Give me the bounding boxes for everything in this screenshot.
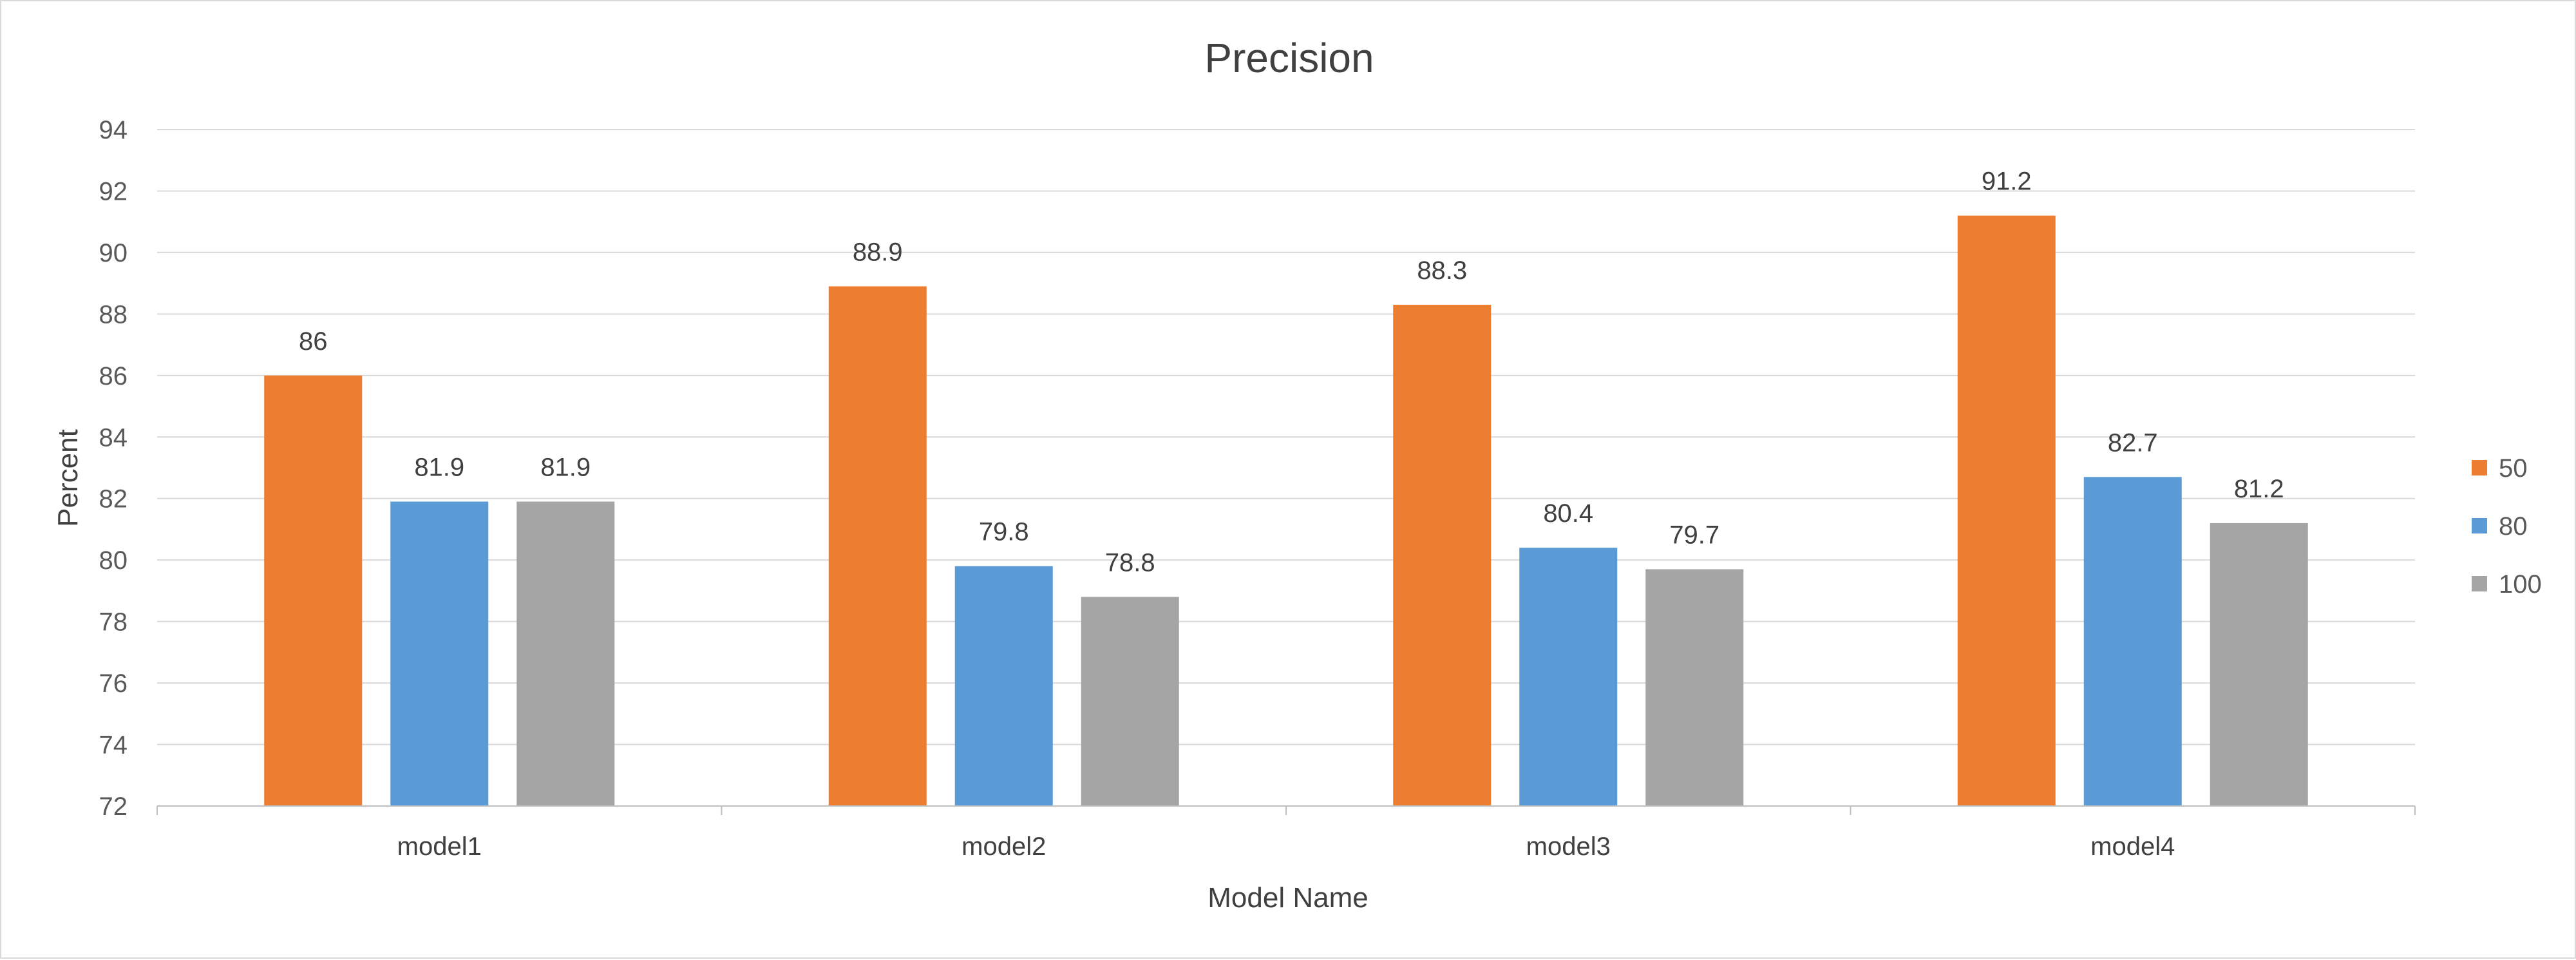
bar-100-model3: [1645, 569, 1744, 806]
data-label: 79.7: [1669, 521, 1719, 550]
data-label: 79.8: [979, 518, 1029, 546]
data-label: 81.2: [2234, 475, 2284, 503]
gridlines: [157, 129, 2415, 745]
y-tick-label: 76: [99, 669, 128, 698]
bar-100-model1: [516, 501, 615, 806]
y-tick-label: 86: [99, 362, 128, 390]
data-label: 86: [299, 327, 328, 356]
x-tick-label: model4: [2090, 832, 2175, 861]
legend-label: 80: [2499, 512, 2528, 541]
y-tick-label: 88: [99, 300, 128, 329]
bar-50-model4: [1957, 215, 2056, 806]
data-label: 78.8: [1105, 548, 1155, 577]
legend-label: 100: [2499, 570, 2542, 599]
bar-80-model4: [2083, 477, 2182, 806]
data-label: 81.9: [414, 454, 464, 482]
legend-swatch: [2472, 576, 2487, 591]
data-label: 91.2: [1982, 168, 2032, 196]
bar-50-model3: [1393, 305, 1492, 807]
x-tick-label: model2: [961, 832, 1046, 861]
data-label: 82.7: [2108, 428, 2158, 457]
bar-50-model1: [264, 375, 363, 806]
legend: 50 80 100: [2472, 454, 2542, 599]
bar-100-model2: [1081, 597, 1179, 806]
y-tick-label: 84: [99, 423, 128, 452]
bar-80-model3: [1519, 548, 1618, 806]
bar-80-model1: [390, 501, 489, 806]
legend-label: 50: [2499, 454, 2528, 483]
bar-50-model2: [828, 286, 927, 807]
x-tick-label: model1: [397, 832, 482, 861]
data-labels: 86 81.9 81.9 88.9 79.8 78.8 88.3 80.4 79.7 91.2 82…: [299, 168, 2284, 577]
y-tick-label: 78: [99, 608, 128, 637]
y-tick-label: 74: [99, 731, 128, 760]
axes: 72 74 76 78 80 82 84 86 88 90 92 94 model1 model2 mode…: [99, 116, 2416, 861]
bar-80-model2: [954, 566, 1053, 806]
y-tick-label: 80: [99, 546, 128, 575]
data-label: 80.4: [1543, 499, 1593, 528]
data-label: 88.9: [853, 238, 903, 266]
legend-swatch: [2472, 518, 2487, 533]
bar-100-model4: [2210, 523, 2308, 806]
x-tick-label: model3: [1526, 832, 1611, 861]
bars: [264, 215, 2308, 807]
y-tick-label: 82: [99, 485, 128, 514]
legend-swatch: [2472, 460, 2487, 475]
y-tick-label: 92: [99, 177, 128, 206]
chart-title: Precision: [1204, 35, 1374, 81]
data-label: 81.9: [540, 454, 591, 482]
x-axis-title: Model Name: [1208, 882, 1368, 914]
y-tick-label: 72: [99, 792, 128, 821]
y-tick-label: 90: [99, 239, 128, 267]
y-axis-title: Percent: [52, 429, 84, 527]
y-tick-label: 94: [99, 116, 128, 144]
data-label: 88.3: [1417, 256, 1467, 285]
